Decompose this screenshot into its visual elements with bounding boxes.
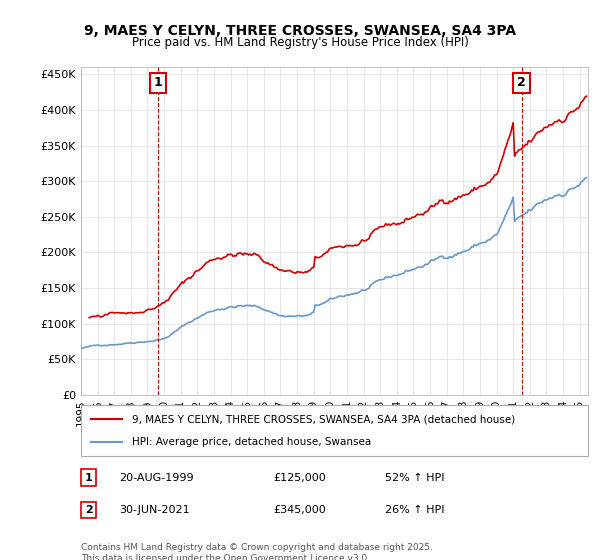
Text: £345,000: £345,000: [274, 505, 326, 515]
Text: 2: 2: [85, 505, 92, 515]
Text: Price paid vs. HM Land Registry's House Price Index (HPI): Price paid vs. HM Land Registry's House …: [131, 36, 469, 49]
Text: 2: 2: [517, 76, 526, 90]
Text: 30-JUN-2021: 30-JUN-2021: [119, 505, 190, 515]
Text: 1: 1: [85, 473, 92, 483]
Text: 20-AUG-1999: 20-AUG-1999: [119, 473, 194, 483]
FancyBboxPatch shape: [81, 405, 588, 456]
Text: Contains HM Land Registry data © Crown copyright and database right 2025.
This d: Contains HM Land Registry data © Crown c…: [81, 543, 433, 560]
Text: 9, MAES Y CELYN, THREE CROSSES, SWANSEA, SA4 3PA (detached house): 9, MAES Y CELYN, THREE CROSSES, SWANSEA,…: [132, 414, 515, 424]
Text: 1: 1: [154, 76, 163, 90]
Text: 52% ↑ HPI: 52% ↑ HPI: [385, 473, 445, 483]
Text: £125,000: £125,000: [274, 473, 326, 483]
Text: 26% ↑ HPI: 26% ↑ HPI: [385, 505, 445, 515]
Text: 9, MAES Y CELYN, THREE CROSSES, SWANSEA, SA4 3PA: 9, MAES Y CELYN, THREE CROSSES, SWANSEA,…: [84, 24, 516, 38]
Text: HPI: Average price, detached house, Swansea: HPI: Average price, detached house, Swan…: [132, 437, 371, 447]
